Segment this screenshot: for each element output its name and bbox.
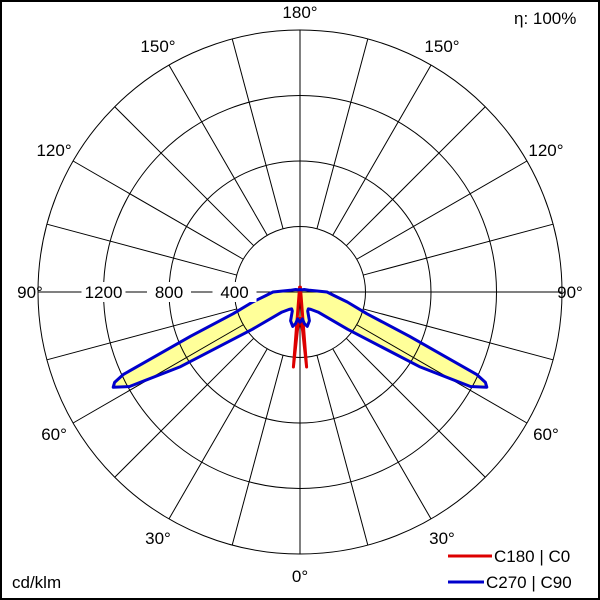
spoke-line [231, 355, 284, 546]
efficiency-label: η: 100% [514, 9, 576, 28]
spoke-line [356, 160, 528, 260]
angle-label: 90° [557, 283, 583, 302]
spoke-line [168, 348, 268, 520]
series-line-2 [111, 288, 489, 389]
unit-label: cd/klm [12, 573, 61, 592]
angle-label: 120° [36, 141, 71, 160]
spoke-line [231, 38, 284, 229]
radial-label-bg [81, 282, 126, 302]
radial-tick-label: 400 [220, 283, 248, 302]
spoke-line [316, 38, 369, 229]
radial-label-bg [212, 282, 257, 302]
angle-label: 30° [145, 529, 171, 548]
angle-label: 180° [282, 3, 317, 22]
spoke-line [72, 160, 244, 260]
spoke-line [363, 223, 554, 276]
legend: C180 | C0 C270 | C90 [448, 547, 572, 592]
radial-tick-label: 1200 [85, 283, 123, 302]
angle-label: 150° [140, 37, 175, 56]
legend-label-c270: C270 | C90 [486, 573, 572, 592]
angle-label: 60° [533, 425, 559, 444]
spoke-line [114, 106, 255, 247]
spoke-line [332, 348, 432, 520]
spoke-line [332, 64, 432, 236]
angle-label: 90° [17, 283, 43, 302]
angle-label: 120° [528, 141, 563, 160]
angle-label: 30° [429, 529, 455, 548]
spoke-line [114, 337, 255, 478]
spoke-line [46, 223, 237, 276]
spoke-line [46, 308, 237, 361]
radial-label-bg [147, 282, 191, 302]
angle-label: 60° [41, 425, 67, 444]
radial-tick-label: 800 [155, 283, 183, 302]
series-line-1 [291, 285, 309, 369]
spoke-line [168, 64, 268, 236]
spoke-line [363, 308, 554, 361]
grid-circle-1600 [37, 29, 563, 555]
angle-label: 150° [424, 37, 459, 56]
spoke-line [316, 355, 369, 546]
spoke-line [345, 106, 486, 247]
legend-label-c180: C180 | C0 [494, 547, 570, 566]
angle-label: 0° [292, 567, 308, 586]
spoke-line [345, 337, 486, 478]
